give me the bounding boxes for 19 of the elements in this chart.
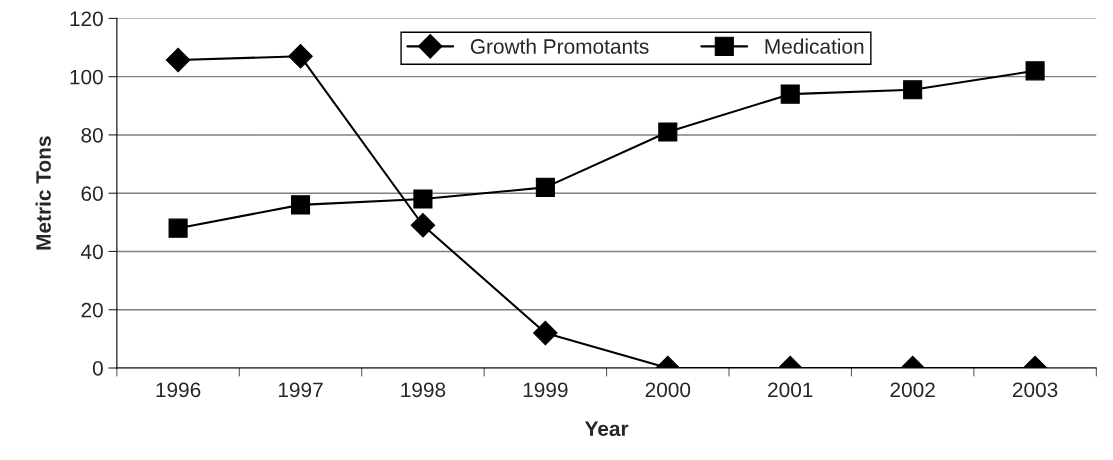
- y-axis-title: Metric Tons: [35, 136, 51, 250]
- legend-label: Medication: [765, 38, 864, 54]
- x-axis-title: Year: [584, 421, 629, 437]
- y-tick-label: 20: [81, 302, 103, 318]
- y-tick-label: 0: [92, 361, 103, 376]
- y-tick-label: 80: [81, 127, 103, 143]
- x-tick-label: 2000: [645, 382, 691, 398]
- y-tick-label: 120: [70, 11, 103, 27]
- y-tick-label: 60: [81, 186, 103, 201]
- x-tick-label: 2002: [890, 382, 935, 398]
- x-tick-label: 2001: [768, 382, 813, 398]
- x-tick-label: 2003: [1012, 382, 1058, 398]
- legend-label: Growth Promotants: [470, 38, 649, 54]
- y-tick-label: 40: [80, 244, 103, 260]
- x-tick-label: 1996: [156, 382, 201, 398]
- y-tick-label: 100: [70, 69, 103, 85]
- x-tick-label: 1997: [278, 382, 323, 398]
- x-tick-label: 1998: [401, 382, 446, 398]
- x-tick-label: 1999: [523, 382, 568, 398]
